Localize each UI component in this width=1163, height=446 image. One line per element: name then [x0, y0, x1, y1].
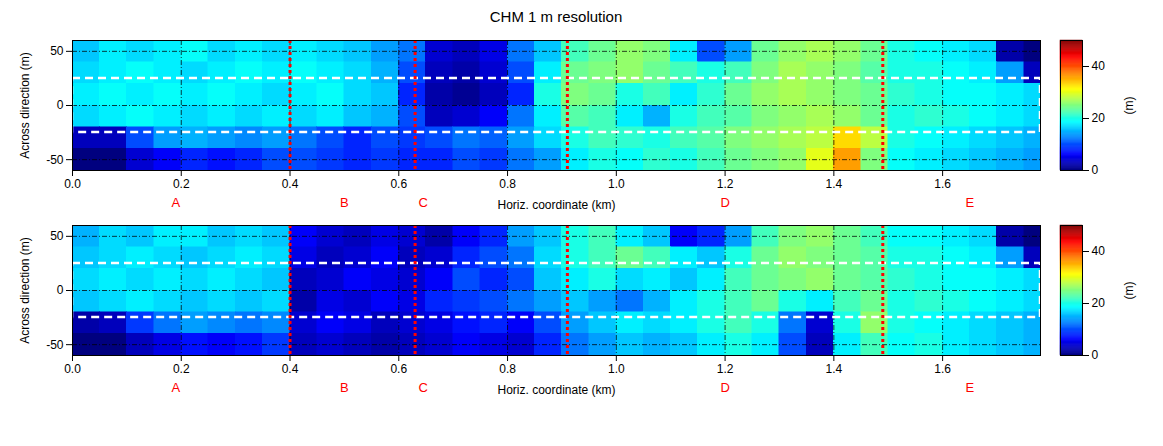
- svg-text:0: 0: [1092, 348, 1099, 362]
- svg-text:20: 20: [1092, 111, 1106, 125]
- svg-text:A: A: [171, 195, 180, 210]
- svg-text:E: E: [965, 380, 974, 395]
- svg-text:0.2: 0.2: [173, 177, 190, 191]
- svg-text:0.0: 0.0: [64, 177, 81, 191]
- svg-text:D: D: [720, 195, 729, 210]
- svg-text:Horiz. coordinate (km): Horiz. coordinate (km): [497, 383, 615, 397]
- svg-text:Horiz. coordinate (km): Horiz. coordinate (km): [497, 198, 615, 212]
- svg-text:1.4: 1.4: [826, 362, 843, 376]
- svg-text:B: B: [340, 195, 349, 210]
- svg-text:50: 50: [50, 44, 64, 58]
- svg-text:1.6: 1.6: [934, 177, 951, 191]
- svg-text:Across direction (m): Across direction (m): [18, 237, 32, 344]
- svg-text:1.0: 1.0: [608, 177, 625, 191]
- svg-text:0.2: 0.2: [173, 362, 190, 376]
- svg-text:50: 50: [50, 229, 64, 243]
- svg-text:0: 0: [57, 98, 64, 112]
- svg-text:0.4: 0.4: [282, 362, 299, 376]
- svg-text:0.8: 0.8: [499, 362, 516, 376]
- svg-text:0.8: 0.8: [499, 177, 516, 191]
- svg-text:0.4: 0.4: [282, 177, 299, 191]
- svg-text:C: C: [419, 380, 428, 395]
- svg-text:(m): (m): [1122, 97, 1136, 115]
- svg-text:0.0: 0.0: [64, 362, 81, 376]
- svg-text:A: A: [171, 380, 180, 395]
- svg-text:E: E: [965, 195, 974, 210]
- svg-text:0.6: 0.6: [390, 362, 407, 376]
- svg-text:Across direction (m): Across direction (m): [18, 52, 32, 159]
- svg-text:B: B: [340, 380, 349, 395]
- svg-text:C: C: [419, 195, 428, 210]
- svg-text:0.6: 0.6: [390, 177, 407, 191]
- svg-text:1.0: 1.0: [608, 362, 625, 376]
- svg-text:-50: -50: [46, 338, 64, 352]
- svg-text:0: 0: [57, 283, 64, 297]
- svg-text:-50: -50: [46, 153, 64, 167]
- svg-text:1.2: 1.2: [717, 177, 734, 191]
- svg-text:1.4: 1.4: [826, 177, 843, 191]
- svg-text:D: D: [720, 380, 729, 395]
- svg-text:40: 40: [1092, 244, 1106, 258]
- svg-text:40: 40: [1092, 59, 1106, 73]
- svg-text:0: 0: [1092, 163, 1099, 177]
- svg-text:(m): (m): [1122, 282, 1136, 300]
- html-text:CHM 1 m resolution: CHM 1 m resolution: [489, 8, 623, 25]
- svg-text:1.2: 1.2: [717, 362, 734, 376]
- svg-text:1.6: 1.6: [934, 362, 951, 376]
- svg-text:20: 20: [1092, 296, 1106, 310]
